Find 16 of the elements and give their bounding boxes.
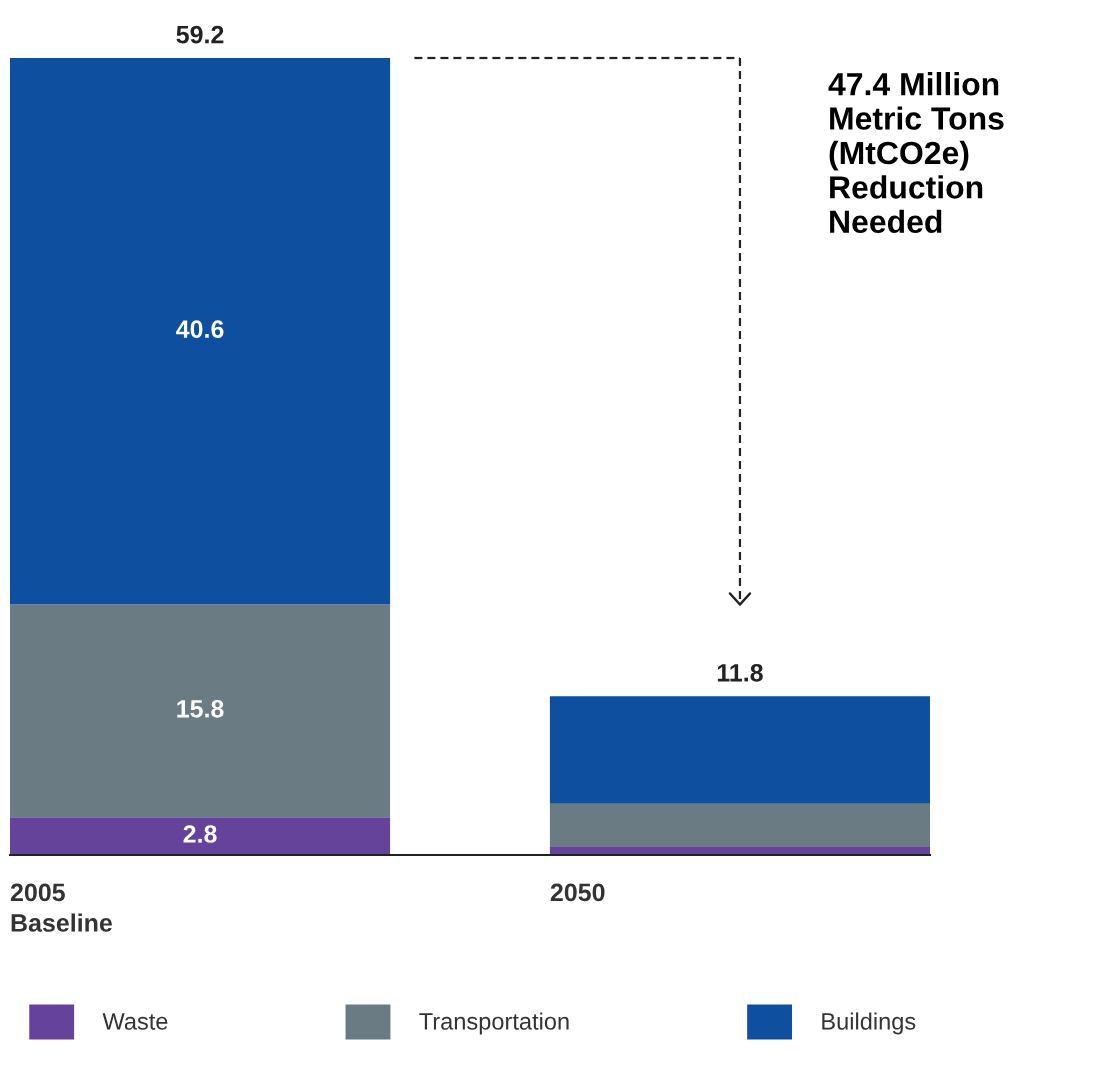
bar bbox=[10, 58, 391, 605]
bar bbox=[549, 696, 930, 804]
x-tick-label: 2005 Baseline bbox=[10, 883, 112, 932]
annotation: 47.4 Million Metric Tons (MtCO2e) Reduction Needed bbox=[828, 72, 1004, 234]
legend-label: Transportation bbox=[419, 1012, 569, 1035]
bar bbox=[10, 604, 391, 818]
x-tick-label: 2050 bbox=[550, 883, 605, 902]
total-label: 11.8 bbox=[717, 663, 763, 682]
data-label: 40.6 bbox=[176, 320, 224, 339]
data-label: 2.8 bbox=[183, 825, 217, 843]
bar bbox=[549, 803, 930, 847]
legend-label: Buildings bbox=[822, 1012, 916, 1035]
total-label: 59.2 bbox=[176, 25, 224, 44]
legend-label: Waste bbox=[102, 1013, 168, 1030]
bar bbox=[10, 817, 391, 855]
data-label: 15.8 bbox=[177, 699, 224, 718]
